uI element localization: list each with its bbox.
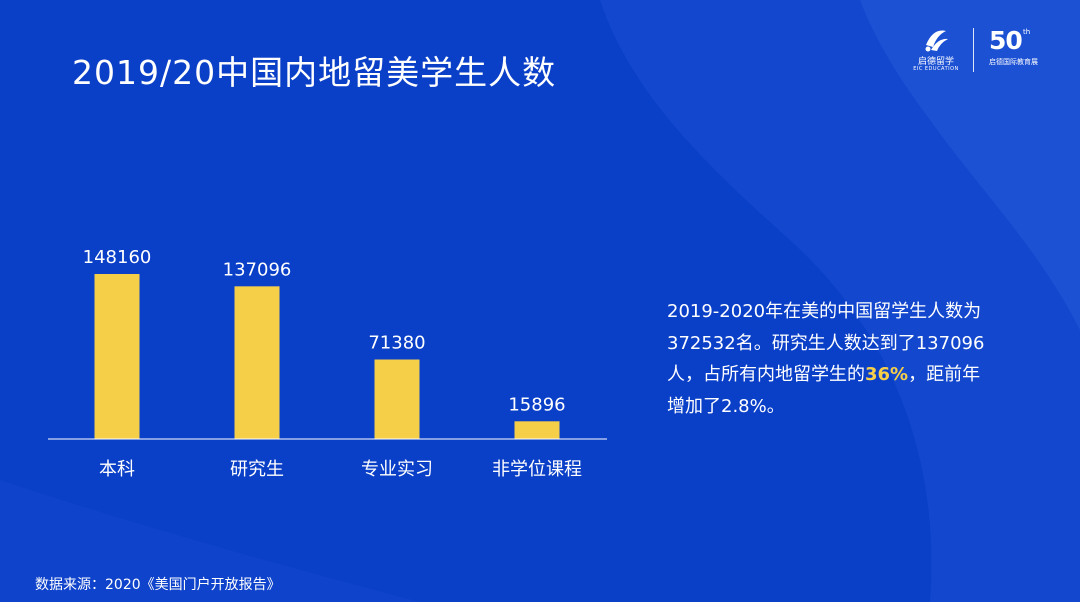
logo-anniversary-number: 50	[989, 26, 1023, 55]
bar	[234, 286, 280, 439]
background-swoosh-shape	[860, 0, 1080, 330]
brand-logo: 启德留学 EIC EDUCATION 50 th 启德国际教育展	[905, 26, 1065, 76]
description-part2: ，距前年增加了2.8%。	[667, 364, 981, 417]
page-title: 2019/20中国内地留美学生人数	[72, 53, 557, 92]
description-highlight: 36%	[865, 364, 909, 385]
bar	[94, 274, 140, 439]
logo-brand-sub: EIC EDUCATION	[913, 66, 959, 72]
data-label: 148160	[83, 247, 152, 268]
description-text: 2019-2020年在美的中国留学生人数为372532名。研究生人数达到了137…	[667, 296, 997, 422]
data-label: 71380	[368, 333, 425, 354]
data-label: 137096	[223, 259, 292, 280]
logo-brand-name: 启德留学	[917, 57, 954, 67]
logo-anniversary-sub: 启德国际教育展	[989, 58, 1038, 66]
description-part1: 2019-2020年在美的中国留学生人数为372532名。研究生人数达到了137…	[667, 301, 985, 385]
background-swoosh-shape	[600, 0, 1080, 602]
background-swoosh-shape	[0, 480, 420, 602]
data-source: 数据来源：2020《美国门户开放报告》	[35, 577, 281, 593]
logo-divider	[973, 28, 974, 72]
category-label: 本科	[99, 459, 135, 480]
category-label: 研究生	[230, 459, 284, 480]
eic-logo-icon	[925, 30, 948, 52]
data-label: 15896	[508, 394, 565, 415]
bar	[514, 421, 560, 439]
category-label: 非学位课程	[492, 459, 582, 480]
bar	[374, 359, 420, 439]
logo-anniversary-suffix: th	[1023, 28, 1031, 36]
category-label: 专业实习	[361, 459, 433, 480]
